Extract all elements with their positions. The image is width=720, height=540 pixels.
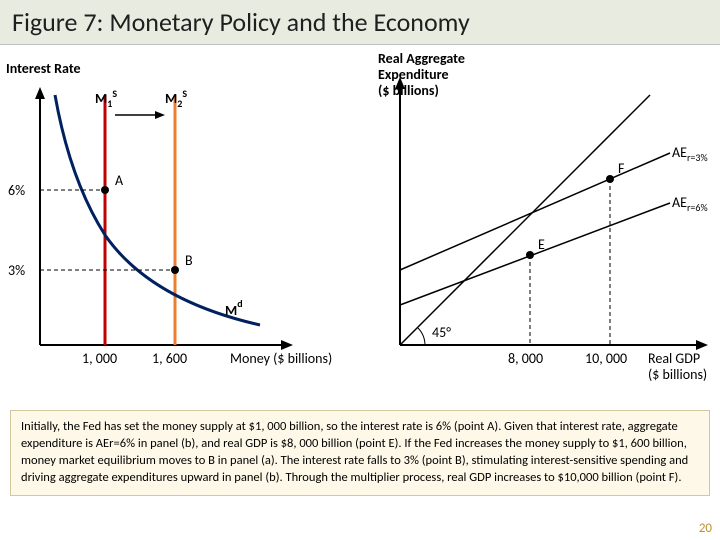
caption-text: Initially, the Fed has set the money sup… — [10, 410, 710, 496]
point-f — [606, 175, 614, 183]
md-label: Md — [225, 297, 243, 319]
arc-45 — [418, 328, 425, 345]
point-b-label: B — [185, 252, 193, 269]
panel-a-y-arrow — [35, 87, 45, 99]
tick-8000: 8, 000 — [508, 350, 543, 367]
tick-10000: 10, 000 — [585, 350, 627, 367]
point-e — [526, 251, 534, 259]
shift-arrow-head — [155, 111, 165, 119]
ae-6-line — [400, 203, 670, 305]
point-a — [101, 186, 109, 194]
charts-container: Interest Rate M1S M2S Md 6% 3% A B 1, 00… — [0, 45, 720, 405]
page-number: 20 — [699, 521, 712, 536]
panel-a-y-label: Interest Rate — [6, 60, 81, 77]
panel-b-x-label-1: Real GDP — [648, 350, 700, 367]
panel-b-y-label-3: ($ billions) — [378, 82, 439, 99]
m1s-label: M1S — [95, 87, 117, 110]
tick-3pct: 3% — [8, 262, 25, 279]
panel-b-x-arrow — [696, 340, 708, 350]
point-f-label: F — [618, 160, 625, 177]
panel-a-x-arrow — [281, 340, 293, 350]
panel-a-x-label: Money ($ billions) — [230, 350, 332, 367]
ae-3-label: AEr=3% — [672, 144, 708, 164]
line-45 — [400, 95, 650, 345]
point-b — [171, 266, 179, 274]
m2s-label: M2S — [165, 87, 187, 110]
tick-1000: 1, 000 — [82, 350, 117, 367]
tick-1600: 1, 600 — [152, 350, 187, 367]
point-a-label: A — [115, 172, 124, 189]
label-45: 45° — [432, 324, 451, 341]
md-curve — [55, 95, 260, 325]
panel-b-x-label-2: ($ billions) — [648, 366, 707, 383]
diagram-svg: Interest Rate M1S M2S Md 6% 3% A B 1, 00… — [0, 45, 720, 415]
panel-b-y-label-1: Real Aggregate — [378, 50, 465, 67]
figure-title: Figure 7: Monetary Policy and the Econom… — [0, 0, 720, 45]
panel-b-y-label-2: Expenditure — [378, 66, 449, 83]
ae-6-label: AEr=6% — [672, 194, 708, 214]
ae-3-line — [400, 153, 670, 270]
point-e-label: E — [538, 236, 545, 253]
tick-6pct: 6% — [8, 182, 25, 199]
